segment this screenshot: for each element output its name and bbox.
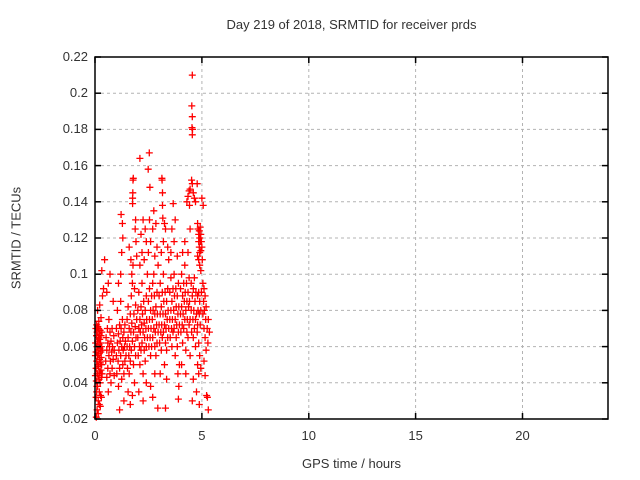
y-tick-label: 0.08	[62, 302, 88, 318]
plot-border	[94, 56, 609, 420]
y-tick-label: 0.2	[69, 85, 88, 101]
x-tick-label: 20	[515, 428, 530, 443]
y-tick-label: 0.06	[62, 338, 88, 354]
x-tick-label: 0	[91, 428, 99, 443]
y-tick-label: 0.16	[62, 157, 88, 173]
y-tick-label: 0.14	[62, 193, 88, 209]
x-axis-title: GPS time / hours	[302, 456, 401, 471]
y-tick-label: 0.04	[62, 374, 88, 390]
y-tick-label: 0.22	[62, 49, 88, 64]
y-tick-label: 0.12	[62, 230, 88, 245]
x-tick-label: 15	[408, 428, 423, 443]
x-tick-label: 10	[301, 428, 316, 443]
chart-title: Day 219 of 2018, SRMTID for receiver prd…	[226, 17, 477, 32]
scatter-points	[91, 71, 213, 421]
y-tick-label: 0.18	[62, 121, 88, 137]
y-tick-label: 0.1	[69, 266, 88, 282]
y-axis-title: SRMTID / TECUs	[8, 186, 24, 290]
y-tick-label: 0.02	[62, 411, 88, 426]
x-tick-label: 5	[198, 428, 206, 443]
